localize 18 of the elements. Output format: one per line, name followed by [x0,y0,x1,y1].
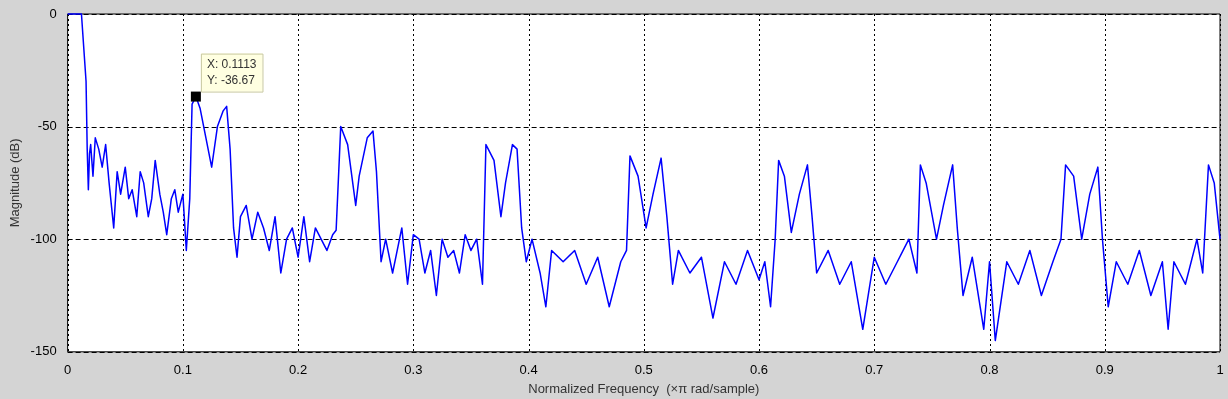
x-tick-label: 0.6 [750,362,769,378]
x-axis-title: Normalized Frequency (×π rad/sample) [528,380,760,396]
x-tick-label: 0.7 [865,362,884,378]
x-tick-label: 0.1 [173,362,192,378]
y-tick-label: -100 [30,230,57,246]
x-tick-label: 1 [1216,362,1224,378]
x-tick-label: 0.4 [519,362,538,378]
x-tick-label: 0.3 [404,362,423,378]
x-tick-label: 0.9 [1095,362,1114,378]
y-tick-label: -50 [37,118,57,134]
x-tick-label: 0.8 [980,362,999,378]
x-tick-label: 0.2 [289,362,308,378]
y-axis-title: Magnitude (dB) [7,138,23,228]
x-tick-label: 0 [64,362,72,378]
x-tick-label: 0.5 [634,362,653,378]
annotation: X: 0.1113 Y: -36.67 [206,56,257,87]
y-tick-label: 0 [49,5,57,21]
y-tick-label: -150 [30,343,57,359]
